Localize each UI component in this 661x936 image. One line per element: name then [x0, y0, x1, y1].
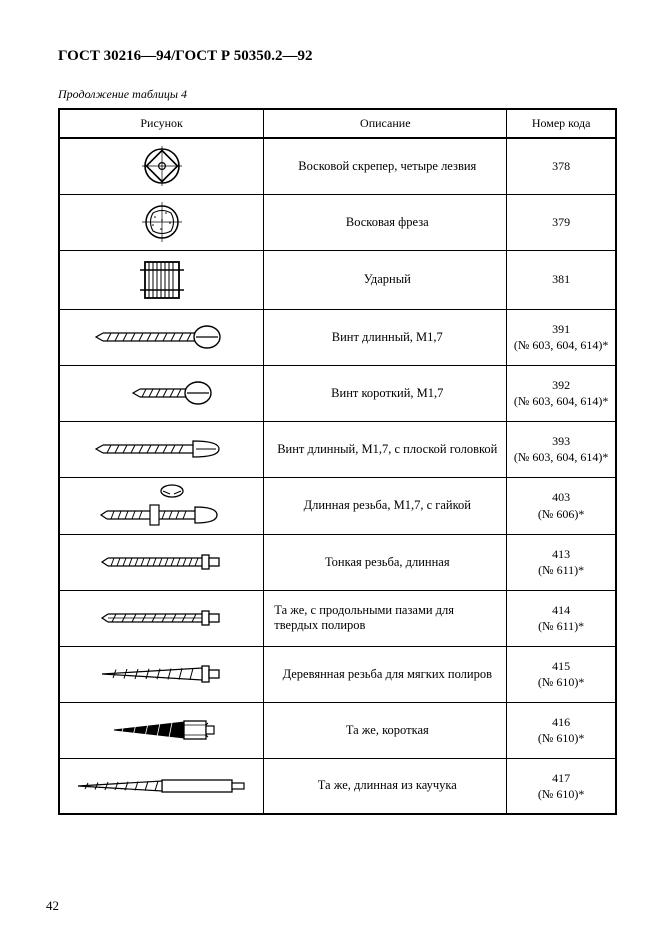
- desc-cell: Тонкая резьба, длинная: [264, 534, 507, 590]
- flathead-screw-icon: [89, 436, 234, 462]
- figure-cell: [59, 646, 264, 702]
- table-row: Восковой скрепер, четыре лезвия 378: [59, 138, 616, 194]
- table-row: Длинная резьба, М1,7, с гайкой 403(№ 606…: [59, 477, 616, 534]
- code-cell: 381: [507, 250, 616, 309]
- code-cell: 417(№ 610)*: [507, 758, 616, 814]
- desc-cell: Длинная резьба, М1,7, с гайкой: [264, 477, 507, 534]
- impact-icon: [133, 254, 191, 306]
- code-cell: 416(№ 610)*: [507, 702, 616, 758]
- table-caption: Продолжение таблицы 4: [58, 87, 617, 102]
- table-row: Восковая фреза 379: [59, 194, 616, 250]
- figure-cell: [59, 194, 264, 250]
- desc-cell: Та же, короткая: [264, 702, 507, 758]
- col-code: Номер кода: [507, 109, 616, 138]
- figure-cell: [59, 702, 264, 758]
- desc-cell: Винт короткий, М1,7: [264, 365, 507, 421]
- table-row: Та же, с продольными пазами для твердых …: [59, 590, 616, 646]
- desc-cell: Ударный: [264, 250, 507, 309]
- desc-cell: Та же, с продольными пазами для твердых …: [264, 590, 507, 646]
- figure-cell: [59, 138, 264, 194]
- code-cell: 415(№ 610)*: [507, 646, 616, 702]
- desc-cell: Та же, длинная из каучука: [264, 758, 507, 814]
- cutter-icon: [139, 199, 185, 245]
- figure-cell: [59, 309, 264, 365]
- table-row: Деревянная резьба для мягких полиров 415…: [59, 646, 616, 702]
- long-screw-icon: [89, 322, 234, 352]
- figure-cell: [59, 250, 264, 309]
- col-figure: Рисунок: [59, 109, 264, 138]
- table-row: Тонкая резьба, длинная 413(№ 611)*: [59, 534, 616, 590]
- desc-cell: Деревянная резьба для мягких полиров: [264, 646, 507, 702]
- spec-table: Рисунок Описание Номер кода Восковой скр…: [58, 108, 617, 815]
- table-row: Та же, короткая 416(№ 610)*: [59, 702, 616, 758]
- code-cell: 378: [507, 138, 616, 194]
- desc-cell: Винт длинный, М1,7: [264, 309, 507, 365]
- wood-thread-icon: [94, 661, 229, 687]
- table-row: Винт длинный, М1,7 391(№ 603, 604, 614)*: [59, 309, 616, 365]
- figure-cell: [59, 477, 264, 534]
- figure-cell: [59, 534, 264, 590]
- code-cell: 393(№ 603, 604, 614)*: [507, 421, 616, 477]
- thread-nut-icon: [92, 481, 232, 531]
- desc-cell: Винт длинный, М1,7, с плоской головкой: [264, 421, 507, 477]
- code-cell: 414(№ 611)*: [507, 590, 616, 646]
- rubber-long-icon: [72, 774, 252, 798]
- figure-cell: [59, 421, 264, 477]
- figure-cell: [59, 590, 264, 646]
- document-title: ГОСТ 30216—94/ГОСТ Р 50350.2—92: [58, 48, 617, 65]
- header-row: Рисунок Описание Номер кода: [59, 109, 616, 138]
- figure-cell: [59, 758, 264, 814]
- code-cell: 392(№ 603, 604, 614)*: [507, 365, 616, 421]
- col-description: Описание: [264, 109, 507, 138]
- code-cell: 379: [507, 194, 616, 250]
- table-row: Та же, длинная из каучука 417(№ 610)*: [59, 758, 616, 814]
- table-row: Винт короткий, М1,7 392(№ 603, 604, 614)…: [59, 365, 616, 421]
- code-cell: 403(№ 606)*: [507, 477, 616, 534]
- code-cell: 391(№ 603, 604, 614)*: [507, 309, 616, 365]
- short-wood-icon: [104, 716, 219, 744]
- code-cell: 413(№ 611)*: [507, 534, 616, 590]
- short-screw-icon: [102, 378, 222, 408]
- fine-thread-icon: [94, 550, 229, 574]
- figure-cell: [59, 365, 264, 421]
- table-row: Ударный 381: [59, 250, 616, 309]
- groove-thread-icon: [94, 606, 229, 630]
- table-row: Винт длинный, М1,7, с плоской головкой 3…: [59, 421, 616, 477]
- page-number: 42: [46, 898, 59, 914]
- desc-cell: Восковая фреза: [264, 194, 507, 250]
- scraper-icon: [138, 142, 186, 190]
- desc-cell: Восковой скрепер, четыре лезвия: [264, 138, 507, 194]
